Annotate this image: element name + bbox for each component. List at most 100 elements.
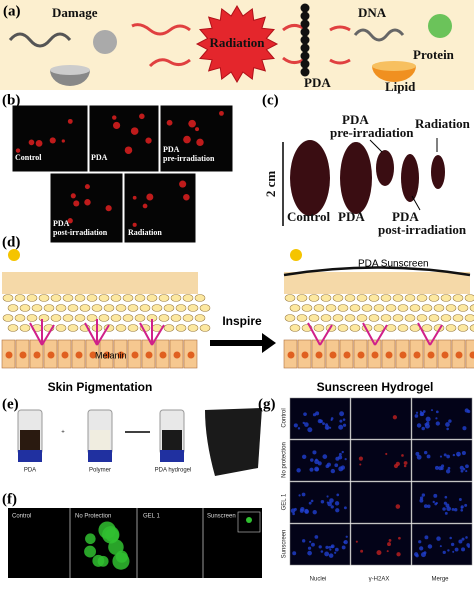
stain	[462, 467, 466, 471]
stain	[449, 536, 452, 540]
skin-cell	[464, 314, 474, 322]
stain	[426, 504, 431, 509]
skin-cell	[14, 314, 26, 322]
stain	[312, 509, 317, 515]
red-spot	[105, 205, 112, 212]
stain	[419, 496, 424, 500]
label: PDA	[342, 112, 369, 127]
nucleus	[343, 351, 351, 359]
red-spot	[179, 180, 187, 188]
nucleus	[103, 351, 111, 359]
nucleus	[173, 351, 181, 359]
skin-cell	[127, 304, 139, 312]
label: pre-irradiation	[330, 125, 414, 140]
panel-label: (d)	[2, 234, 20, 250]
stain	[325, 464, 330, 469]
stain	[460, 469, 464, 473]
green-cell	[246, 517, 252, 523]
skin-cell	[175, 304, 187, 312]
panel-label: (c)	[262, 92, 279, 108]
nucleus	[399, 351, 407, 359]
skin-cell	[320, 294, 332, 302]
skin-surface	[284, 272, 470, 294]
melanocyte	[84, 319, 110, 346]
wavy-arrow	[282, 56, 304, 65]
skin-cell	[373, 304, 385, 312]
label: +	[61, 430, 65, 436]
skin-cell	[182, 314, 194, 322]
skin-cell	[50, 314, 62, 322]
green-cell	[98, 521, 116, 539]
red-spot	[84, 199, 91, 206]
column-label: Sunscreen	[207, 514, 236, 520]
skin-cell	[356, 314, 368, 322]
stain	[421, 426, 425, 431]
pda-bead	[300, 35, 310, 45]
skin-cell	[313, 304, 325, 312]
skin-cell	[26, 294, 38, 302]
stain	[465, 470, 468, 473]
stain	[335, 456, 340, 461]
label: Damage	[52, 5, 98, 20]
skin-cell	[38, 294, 50, 302]
stain	[442, 507, 446, 511]
stain	[330, 417, 334, 420]
stain	[298, 494, 301, 497]
skin-cell	[457, 304, 469, 312]
micrograph	[289, 397, 351, 440]
skin-cell	[469, 324, 474, 332]
red-spot	[67, 118, 73, 124]
nucleus	[75, 351, 83, 359]
label: post-irradiation	[378, 222, 467, 237]
nucleus	[469, 351, 474, 359]
stain	[401, 454, 404, 457]
stain	[434, 465, 439, 470]
skin-cell	[308, 294, 320, 302]
pda-bead	[300, 3, 310, 13]
skin-cell	[43, 304, 55, 312]
stain	[393, 463, 399, 469]
dna-helix	[8, 32, 72, 48]
skin-cell	[74, 294, 86, 302]
skin-cell	[380, 314, 392, 322]
label: PDA	[24, 468, 36, 474]
stain	[432, 500, 435, 504]
red-spot	[183, 193, 190, 201]
stain	[312, 450, 317, 455]
skin-cell	[122, 294, 134, 302]
stain	[339, 419, 343, 423]
red-spot	[28, 139, 35, 146]
skin-cell	[296, 294, 308, 302]
stain	[292, 551, 297, 556]
fluorescence-image	[159, 104, 234, 173]
stain	[444, 495, 448, 499]
nucleus	[47, 351, 55, 359]
column-label: GEL 1	[143, 514, 160, 520]
stain	[309, 467, 314, 472]
stain	[442, 550, 446, 555]
skin-cell	[392, 314, 404, 322]
stain	[315, 467, 319, 472]
inset	[237, 511, 261, 533]
stain	[314, 535, 319, 539]
skin-cell	[134, 294, 146, 302]
decorations	[1, 3, 474, 578]
stain	[423, 504, 428, 509]
label: Radiation	[210, 35, 266, 50]
stain	[324, 425, 330, 430]
skin-cell	[103, 304, 115, 312]
wavy-arrow	[329, 25, 351, 32]
green-cell	[84, 545, 96, 558]
arrow	[369, 139, 383, 153]
skin-cell	[457, 324, 469, 332]
skin-cell	[349, 304, 361, 312]
skin-cell	[182, 294, 194, 302]
stain	[467, 409, 471, 414]
stain	[421, 493, 426, 497]
hydrogel-sheet	[205, 408, 262, 476]
stain	[426, 454, 431, 459]
stain	[344, 458, 347, 461]
melanocyte	[139, 319, 165, 346]
red-spot	[132, 195, 137, 200]
nucleus	[357, 351, 365, 359]
